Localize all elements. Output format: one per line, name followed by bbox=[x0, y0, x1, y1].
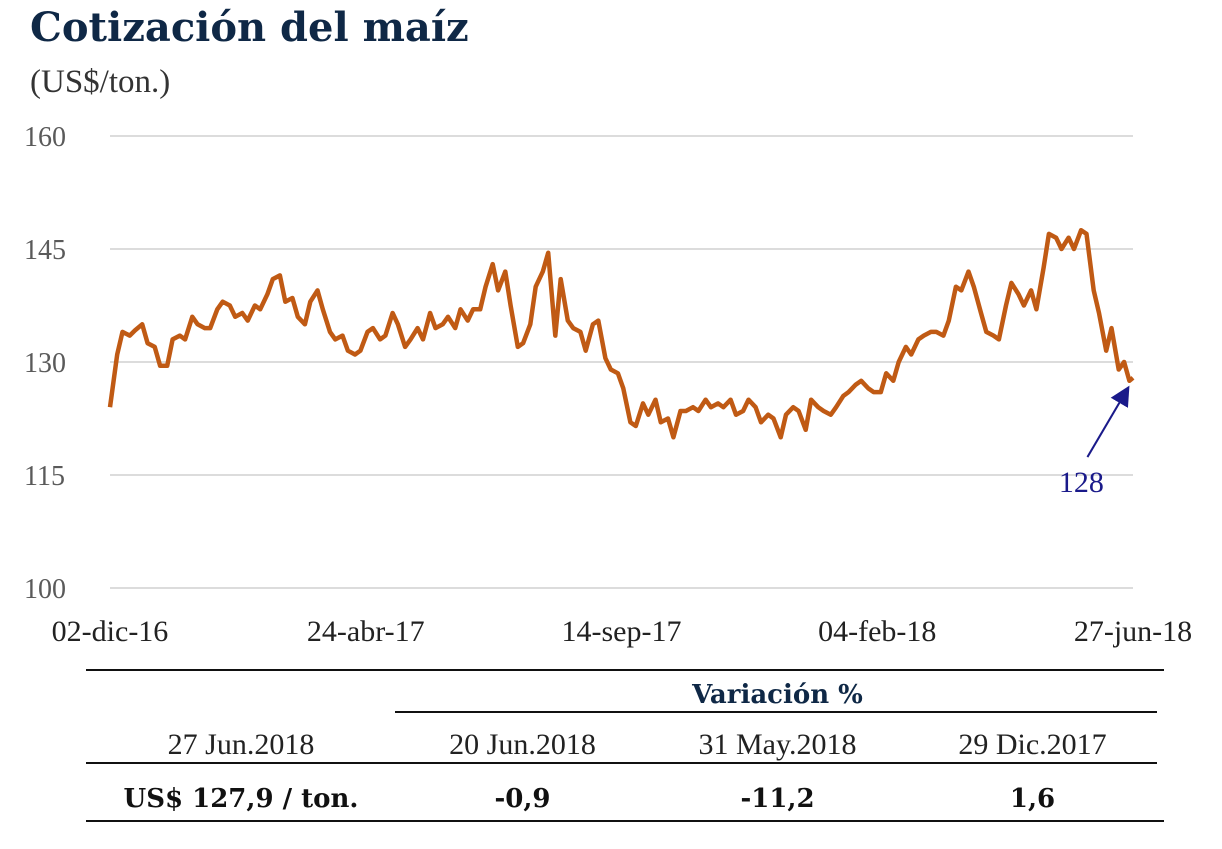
x-axis-ticks: 02-dic-16 24-abr-17 14-sep-17 04-feb-18 27-j… bbox=[52, 615, 1192, 648]
value-var-ytd: 1,6 bbox=[1009, 784, 1056, 814]
x-tick-label: 24-abr-17 bbox=[307, 615, 425, 648]
annotation-layer: 128 bbox=[1059, 385, 1130, 499]
col-header-2: 31 May.2018 bbox=[698, 728, 857, 761]
y-tick-label: 130 bbox=[24, 348, 66, 379]
col-header-1: 20 Jun.2018 bbox=[449, 728, 596, 761]
chart-title: Cotización del maíz bbox=[30, 4, 469, 51]
x-tick-label: 04-feb-18 bbox=[818, 615, 936, 648]
y-tick-label: 100 bbox=[24, 574, 66, 605]
y-axis-ticks: 100 115 130 145 160 bbox=[24, 122, 66, 605]
x-tick-label: 02-dic-16 bbox=[52, 615, 169, 648]
table-group-rule bbox=[395, 711, 1157, 713]
price-line-chart: 100 115 130 145 160 02-dic-16 24-abr-17 14-sep… bbox=[24, 122, 1192, 648]
table-bottom-rule bbox=[86, 820, 1164, 822]
gridlines bbox=[110, 135, 1133, 589]
table-header-rule bbox=[86, 762, 1157, 764]
value-var-week: -0,9 bbox=[494, 784, 551, 814]
annotation-label: 128 bbox=[1059, 466, 1104, 499]
value-var-month: -11,2 bbox=[740, 784, 815, 814]
series-layer bbox=[107, 227, 1135, 440]
y-tick-label: 160 bbox=[24, 122, 66, 153]
table-top-rule bbox=[86, 669, 1164, 671]
annotation-arrow bbox=[1086, 385, 1130, 458]
x-tick-label: 27-jun-18 bbox=[1074, 615, 1192, 648]
y-tick-label: 145 bbox=[24, 235, 66, 266]
value-current-price: US$ 127,9 / ton. bbox=[123, 784, 359, 814]
col-header-3: 29 Dic.2017 bbox=[958, 728, 1107, 761]
table-group-header: Variación % bbox=[692, 680, 863, 710]
chart-subtitle: (US$/ton.) bbox=[30, 64, 171, 100]
col-header-0: 27 Jun.2018 bbox=[167, 728, 315, 761]
y-tick-label: 115 bbox=[24, 461, 65, 492]
x-tick-label: 14-sep-17 bbox=[562, 615, 682, 648]
series-line-0 bbox=[107, 227, 1135, 440]
